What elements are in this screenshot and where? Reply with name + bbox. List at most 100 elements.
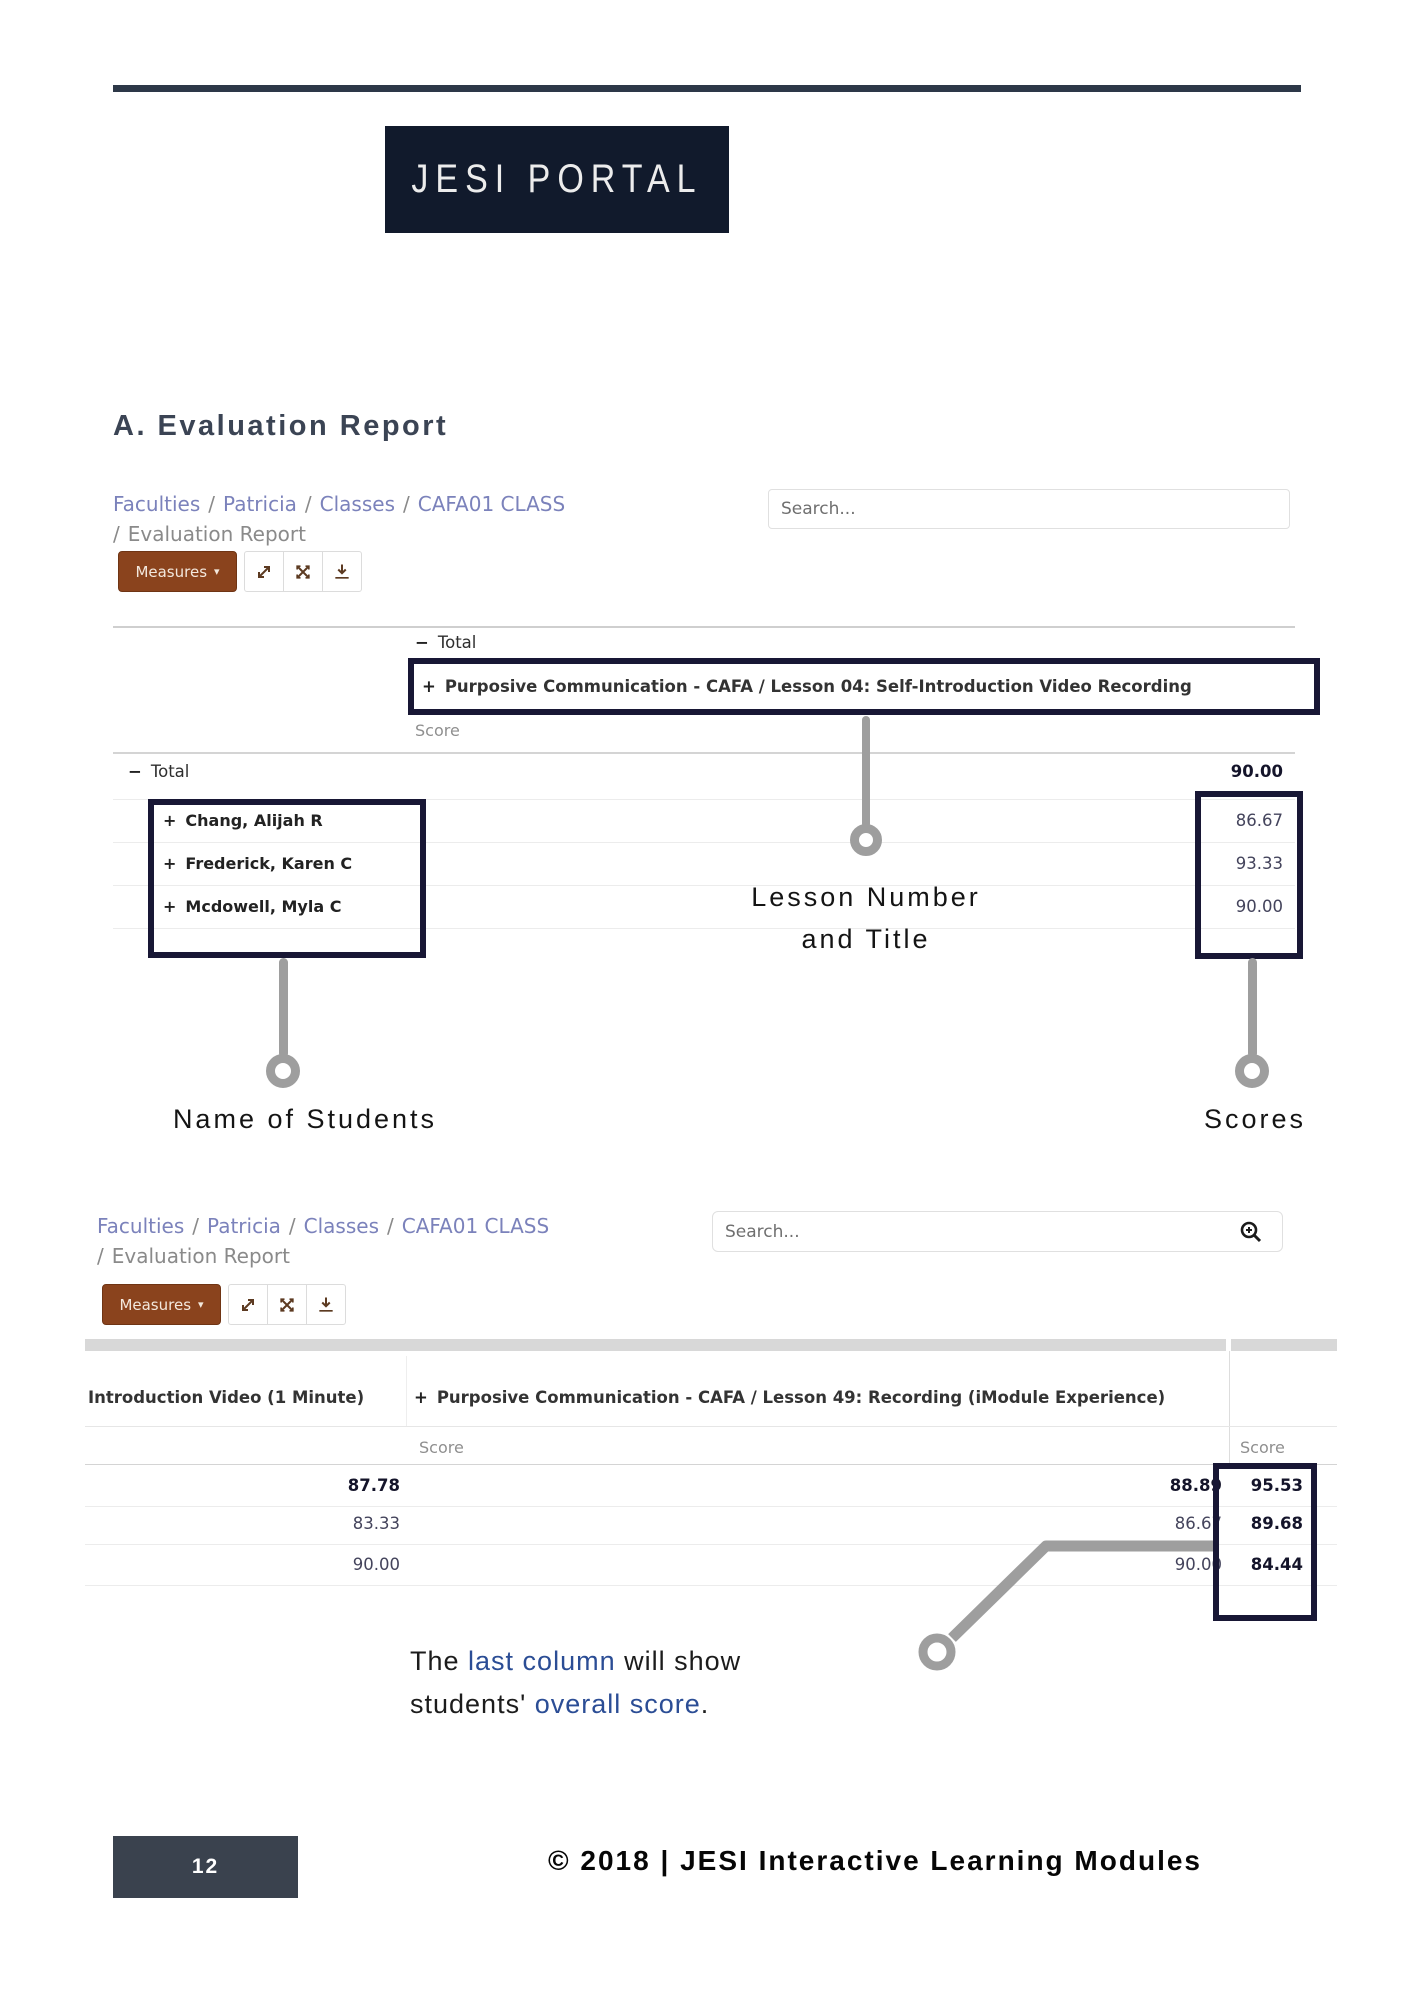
column-header-lesson49: + Purposive Communication - CAFA / Lesson… xyxy=(414,1388,1165,1407)
score-column-label: Score xyxy=(419,1438,464,1457)
total-row-label: − Total xyxy=(128,762,189,781)
breadcrumb-separator: / xyxy=(304,492,312,516)
measures-label: Measures xyxy=(135,562,208,581)
breadcrumb-separator: / xyxy=(402,492,410,516)
breadcrumb-line2: / Evaluation Report xyxy=(113,522,306,546)
annotation-lesson-line1: Lesson Number xyxy=(751,882,981,912)
breadcrumb-separator: / xyxy=(113,522,120,546)
page-number: 12 xyxy=(191,1855,220,1878)
annotation-scores: Scores xyxy=(1203,1104,1307,1134)
breadcrumb-link-faculties[interactable]: Faculties xyxy=(113,492,201,516)
row-divider xyxy=(85,1585,1337,1586)
expand-button[interactable] xyxy=(244,551,284,592)
table-row-student: + Chang, Alijah R xyxy=(163,811,323,830)
measures-button[interactable]: Measures ▾ xyxy=(102,1284,221,1325)
expand-icon xyxy=(258,565,270,578)
download-icon xyxy=(335,564,349,579)
total-row-value: 90.00 xyxy=(1230,762,1283,781)
breadcrumb-current: Evaluation Report xyxy=(127,522,306,546)
divider xyxy=(85,1464,1337,1465)
header-strip-gap xyxy=(1226,1339,1231,1351)
total-row-text: Total xyxy=(150,762,190,781)
caption-segment: students' xyxy=(410,1689,535,1719)
expand-icon[interactable]: + xyxy=(414,1388,428,1407)
breadcrumb-link-class[interactable]: CAFA01 CLASS xyxy=(401,1214,550,1238)
caption-segment: will show xyxy=(615,1646,742,1676)
breadcrumb-link-patricia[interactable]: Patricia xyxy=(207,1214,281,1238)
collapse-icon[interactable]: − xyxy=(415,633,429,652)
breadcrumb-link-faculties[interactable]: Faculties xyxy=(97,1214,185,1238)
table-header-strip xyxy=(85,1339,1337,1351)
breadcrumb-link-class[interactable]: CAFA01 CLASS xyxy=(417,492,566,516)
zoom-search-button[interactable] xyxy=(1238,1219,1264,1245)
move-button[interactable] xyxy=(267,1284,307,1325)
student-score: 90.00 xyxy=(1235,897,1283,916)
search-input[interactable] xyxy=(768,489,1290,529)
row-divider xyxy=(85,1506,1337,1507)
column-header-total-label: Total xyxy=(437,633,477,652)
student-score: 93.33 xyxy=(1235,854,1283,873)
toolbar-icon-group xyxy=(228,1284,346,1325)
breadcrumb-separator: / xyxy=(208,492,216,516)
title-banner: JESI PORTAL xyxy=(385,126,729,233)
expand-icon[interactable]: + xyxy=(163,854,177,873)
table-row-student: + Mcdowell, Myla C xyxy=(163,897,341,916)
top-rule xyxy=(113,85,1301,92)
overall-score-value: 84.44 xyxy=(1250,1555,1303,1574)
annotation-pointer-stem xyxy=(279,958,288,1058)
breadcrumb-link-classes[interactable]: Classes xyxy=(319,492,395,516)
student-names-highlight-box xyxy=(148,799,426,958)
download-icon xyxy=(319,1297,333,1312)
download-button[interactable] xyxy=(306,1284,346,1325)
move-icon xyxy=(296,564,310,579)
expand-button[interactable] xyxy=(228,1284,268,1325)
expand-icon[interactable]: + xyxy=(163,811,177,830)
overall-score-value: 95.53 xyxy=(1250,1476,1303,1495)
row-divider xyxy=(113,842,1295,843)
expand-icon[interactable]: + xyxy=(422,677,436,696)
caption-segment: The xyxy=(410,1646,469,1676)
collapse-icon[interactable]: − xyxy=(128,762,142,781)
breadcrumb-separator: / xyxy=(386,1214,394,1238)
annotation-lesson-line2: and Title xyxy=(801,924,931,954)
measures-button[interactable]: Measures ▾ xyxy=(118,551,237,592)
breadcrumb-link-classes[interactable]: Classes xyxy=(303,1214,379,1238)
move-icon xyxy=(280,1297,294,1312)
download-button[interactable] xyxy=(322,551,362,592)
section-heading: A. Evaluation Report xyxy=(113,410,449,442)
caret-down-icon: ▾ xyxy=(198,1298,204,1311)
breadcrumb-separator: / xyxy=(192,1214,200,1238)
caption-highlight-overall-score: overall score xyxy=(534,1689,701,1719)
move-button[interactable] xyxy=(283,551,323,592)
student-name: Mcdowell, Myla C xyxy=(185,897,342,916)
toolbar-icon-group xyxy=(244,551,362,592)
table-row-student: + Frederick, Karen C xyxy=(163,854,352,873)
breadcrumb: Faculties / Patricia / Classes / CAFA01 CLASS xyxy=(113,492,565,516)
caption-highlight-last-column: last column xyxy=(468,1646,616,1676)
breadcrumb-link-patricia[interactable]: Patricia xyxy=(223,492,297,516)
page-number-badge: 12 xyxy=(113,1836,298,1898)
annotation-pointer-stem xyxy=(862,716,870,828)
cell-value: 90.00 xyxy=(352,1555,400,1574)
student-name: Chang, Alijah R xyxy=(185,811,323,830)
caption-text: The last column will show students' over… xyxy=(410,1640,741,1726)
cell-value: 83.33 xyxy=(352,1514,400,1533)
breadcrumb-current: Evaluation Report xyxy=(111,1244,290,1268)
expand-icon[interactable]: + xyxy=(163,897,177,916)
breadcrumb: Faculties / Patricia / Classes / CAFA01 CLASS xyxy=(97,1214,549,1238)
scores-highlight-box xyxy=(1195,791,1303,959)
row-divider xyxy=(113,928,1295,929)
footer-copyright: © 2018 | JESI Interactive Learning Modul… xyxy=(548,1845,1202,1876)
measures-label: Measures xyxy=(119,1295,192,1314)
overall-score-value: 89.68 xyxy=(1250,1514,1303,1533)
overall-score-highlight-box xyxy=(1213,1463,1317,1621)
breadcrumb-line2: / Evaluation Report xyxy=(97,1244,290,1268)
zoom-in-icon xyxy=(1240,1221,1262,1243)
banner-title: JESI PORTAL xyxy=(411,156,703,202)
row-divider xyxy=(85,1544,1337,1545)
breadcrumb-separator: / xyxy=(97,1244,104,1268)
column-header-video: Introduction Video (1 Minute) xyxy=(88,1388,365,1407)
cell-value: 90.00 xyxy=(1174,1555,1222,1574)
search-input[interactable] xyxy=(712,1211,1283,1252)
column-separator xyxy=(1229,1351,1230,1464)
